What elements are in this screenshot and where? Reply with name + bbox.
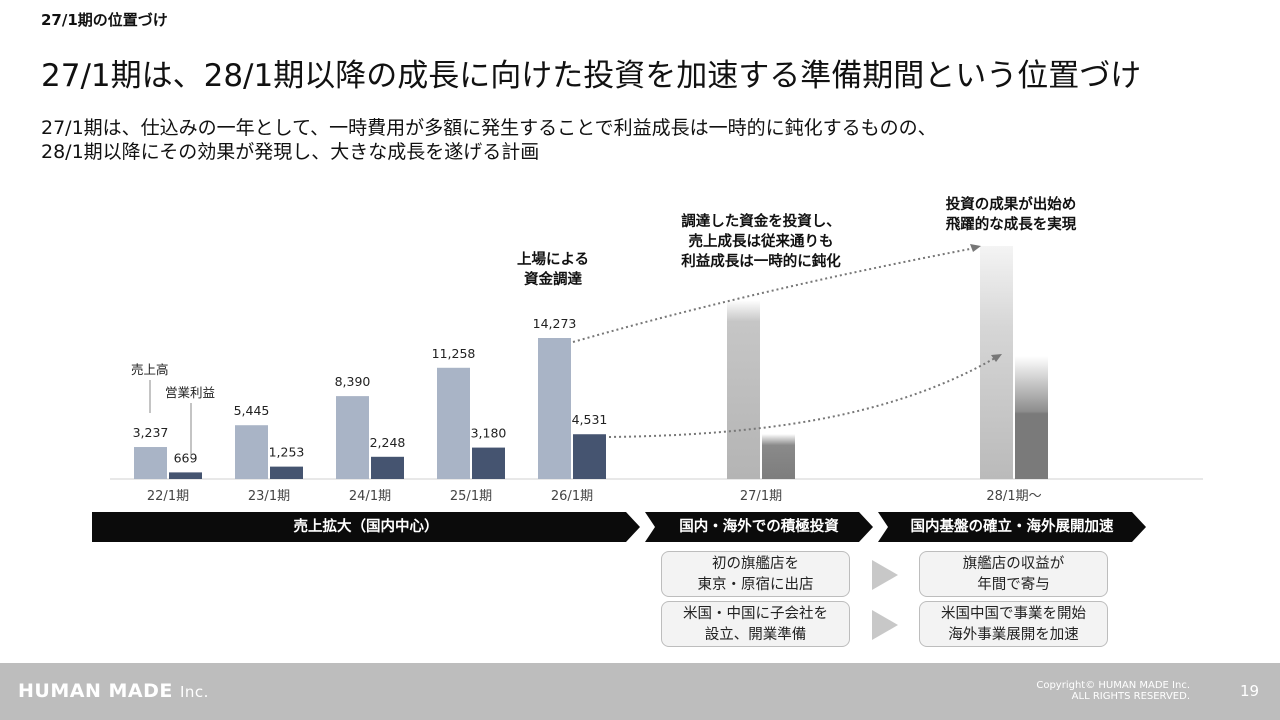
data-label-profit: 669 xyxy=(174,450,198,465)
bar-sales xyxy=(336,396,369,479)
bar-profit xyxy=(472,447,505,479)
x-tick-label: 24/1期 xyxy=(349,489,391,504)
page-title: 27/1期は、28/1期以降の成長に向けた投資を加速する準備期間という位置づけ xyxy=(41,58,1142,94)
phase-banner-overseas-acceleration: 国内基盤の確立・海外展開加速 xyxy=(878,512,1146,542)
growth-arrow-sales xyxy=(572,247,976,343)
milestone-overseas-business: 米国中国で事業を開始 海外事業展開を加速 xyxy=(919,601,1108,647)
x-tick-label: 26/1期 xyxy=(551,489,593,504)
copyright: Copyright© HUMAN MADE Inc. ALL RIGHTS RE… xyxy=(1000,680,1190,702)
bar-sales xyxy=(538,338,571,479)
bar-sales xyxy=(235,425,268,479)
bar-profit xyxy=(371,456,404,479)
subtitle-line-1: 27/1期は、仕込みの一年として、一時費用が多額に発生することで利益成長は一時的… xyxy=(41,117,937,139)
bar-profit-projection xyxy=(1015,356,1048,479)
data-label-sales: 14,273 xyxy=(533,316,577,331)
logo-text: HUMAN MADE xyxy=(18,680,173,702)
page-number: 19 xyxy=(1240,682,1260,700)
callout-fy27-line-3: 利益成長は一時的に鈍化 xyxy=(681,254,841,270)
bar-profit xyxy=(270,466,303,479)
data-label-sales: 8,390 xyxy=(335,374,371,389)
callout-fy27-line-1: 調達した資金を投資し、 xyxy=(681,214,841,230)
callout-fy28-line-1: 投資の成果が出始め xyxy=(945,197,1077,213)
copyright-line-2: ALL RIGHTS RESERVED. xyxy=(1071,691,1190,702)
x-tick-label: 25/1期 xyxy=(450,489,492,504)
callout-fy27-line-2: 売上成長は従来通りも xyxy=(688,234,834,250)
data-label-profit: 2,248 xyxy=(370,435,406,450)
logo-suffix: Inc. xyxy=(179,683,209,701)
callout-fy28: 投資の成果が出始め 飛躍的な成長を実現 xyxy=(921,195,1101,235)
x-tick-label: 27/1期 xyxy=(740,489,782,504)
growth-arrow-profit xyxy=(608,357,996,438)
bar-sales-projection xyxy=(980,246,1013,479)
bar-profit xyxy=(573,434,606,479)
milestone-flagship-store: 初の旗艦店を 東京・原宿に出店 xyxy=(661,551,850,597)
legend-profit: 営業利益 xyxy=(165,385,215,400)
company-logo: HUMAN MADE Inc. xyxy=(18,680,209,702)
callout-ipo-line-1: 上場による xyxy=(516,252,590,268)
x-tick-label: 23/1期 xyxy=(248,489,290,504)
legend-sales: 売上高 xyxy=(131,362,169,377)
copyright-line-1: Copyright© HUMAN MADE Inc. xyxy=(1036,680,1190,691)
footer-bar xyxy=(0,663,1280,720)
arrow-right-icon xyxy=(872,560,898,590)
callout-ipo: 上場による 資金調達 xyxy=(490,250,616,290)
data-label-profit: 4,531 xyxy=(572,412,608,427)
growth-arrowhead-sales xyxy=(970,244,981,252)
bar-sales-projection xyxy=(727,300,760,479)
bar-profit xyxy=(169,472,202,479)
x-tick-label: 22/1期 xyxy=(147,489,189,504)
phase-banner-active-investment: 国内・海外での積極投資 xyxy=(645,512,873,542)
x-tick-label: 28/1期～ xyxy=(986,489,1041,504)
subtitle-line-2: 28/1期以降にその効果が発現し、大きな成長を遂げる計画 xyxy=(41,141,540,163)
bar-sales xyxy=(134,447,167,479)
data-label-profit: 3,180 xyxy=(471,426,507,441)
callout-fy28-line-2: 飛躍的な成長を実現 xyxy=(945,217,1077,233)
bar-profit-projection xyxy=(762,434,795,479)
milestone-flagship-contribution: 旗艦店の収益が 年間で寄与 xyxy=(919,551,1108,597)
data-label-sales: 5,445 xyxy=(234,403,270,418)
section-label: 27/1期の位置づけ xyxy=(41,11,168,29)
data-label-profit: 1,253 xyxy=(269,445,305,460)
growth-arrowhead-profit xyxy=(991,354,1002,362)
bar-sales xyxy=(437,367,470,479)
phase-banner-domestic-expansion: 売上拡大（国内中心） xyxy=(92,512,640,542)
callout-fy27: 調達した資金を投資し、 売上成長は従来通りも 利益成長は一時的に鈍化 xyxy=(661,212,861,272)
data-label-sales: 11,258 xyxy=(432,346,476,361)
data-label-sales: 3,237 xyxy=(133,425,169,440)
milestone-subsidiaries: 米国・中国に子会社を 設立、開業準備 xyxy=(661,601,850,647)
callout-ipo-line-2: 資金調達 xyxy=(524,272,582,288)
arrow-right-icon xyxy=(872,610,898,640)
